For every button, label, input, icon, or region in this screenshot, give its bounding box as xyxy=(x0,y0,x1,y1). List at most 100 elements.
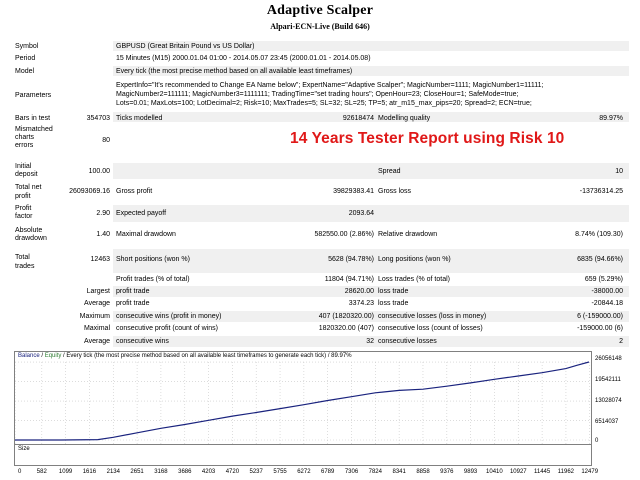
long-pos-value: 6835 (94.66%) xyxy=(577,256,623,263)
largest-profit-label: profit trade xyxy=(116,288,150,295)
average-profit-value: 3374.23 xyxy=(348,300,374,307)
x-tick-label: 5237 xyxy=(249,469,263,475)
row-shade xyxy=(113,311,629,322)
average-loss-value: -20844.18 xyxy=(591,300,623,307)
rel-drawdown-label: Relative drawdown xyxy=(378,231,438,238)
short-pos-value: 5628 (94.78%) xyxy=(328,256,374,263)
x-tick-label: 4203 xyxy=(201,469,216,475)
x-tick-label: 7824 xyxy=(368,469,382,475)
x-tick-label: 11962 xyxy=(557,469,575,475)
bars-label: Bars in test xyxy=(15,115,51,122)
long-pos-label: Long positions (won %) xyxy=(378,256,451,263)
mismatched-label-3: errors xyxy=(15,142,34,149)
largest-profit-value: 28620.00 xyxy=(344,288,374,295)
largest-loss-label: loss trade xyxy=(378,288,409,295)
gross-loss-value: -13736314.25 xyxy=(579,188,623,195)
y-tick-label: 0 xyxy=(595,438,599,444)
profit-trades-value: 11804 (94.71%) xyxy=(324,276,374,283)
mismatched-label-1: Mismatched xyxy=(15,126,53,133)
loss-trades-value: 659 (5.29%) xyxy=(584,276,623,283)
deposit-label-2: deposit xyxy=(15,171,38,178)
total-trades-label-2: trades xyxy=(15,263,35,270)
row-shade xyxy=(113,336,629,347)
model-value: Every tick (the most precise method base… xyxy=(116,68,353,75)
legend-sep: / xyxy=(39,353,45,359)
x-tick-label: 7306 xyxy=(344,469,359,475)
avg-consec-wins-value: 32 xyxy=(366,338,374,345)
parameters-label: Parameters xyxy=(15,92,52,99)
balance-chart xyxy=(14,351,592,445)
maximal-profit-value: 1820320.00 (407) xyxy=(318,325,374,332)
max-drawdown-value: 582550.00 (2.86%) xyxy=(314,231,374,238)
model-label: Model xyxy=(15,68,35,75)
net-profit-value: 26093069.16 xyxy=(69,188,110,195)
maximal-loss-value: -159000.00 (6) xyxy=(577,325,623,332)
total-trades-label-1: Total xyxy=(15,254,30,261)
row-shade xyxy=(113,163,629,179)
x-tick-label: 11445 xyxy=(533,469,551,475)
period-label: Period xyxy=(15,55,36,62)
net-profit-label-1: Total net xyxy=(15,184,42,191)
avg-consec-label: Average xyxy=(84,338,110,345)
quality-value: 89.97% xyxy=(599,115,623,122)
avg-consec-losses-label: consecutive losses xyxy=(378,338,437,345)
x-tick-label: 2651 xyxy=(130,469,144,475)
x-tick-label: 10927 xyxy=(509,469,527,475)
x-tick-label: 5755 xyxy=(273,469,287,475)
bars-value: 354703 xyxy=(86,115,110,122)
y-tick-label: 19542111 xyxy=(595,377,621,383)
rel-drawdown-value: 8.74% (109.30) xyxy=(575,231,623,238)
row-shade xyxy=(113,66,629,76)
report-title: Adaptive Scalper xyxy=(266,3,374,18)
legend-rest: / Every tick (the most precise method ba… xyxy=(61,353,352,359)
mismatched-value: 80 xyxy=(102,137,110,144)
quality-label: Modelling quality xyxy=(378,115,431,122)
balance-chart-plot xyxy=(15,361,591,444)
size-panel xyxy=(14,445,592,466)
parameters-line: MagicNumber2=111111; MagicNumber3=111111… xyxy=(116,91,519,98)
x-tick-label: 6272 xyxy=(297,469,311,475)
x-tick-label: 3168 xyxy=(154,469,168,475)
profit-factor-label-1: Profit xyxy=(15,205,32,212)
maximum-wins-label: consecutive wins (profit in money) xyxy=(116,313,222,320)
profit-factor-label-2: factor xyxy=(15,213,33,220)
size-label: Size xyxy=(18,446,30,452)
symbol-label: Symbol xyxy=(15,43,39,50)
gross-profit-value: 39829383.41 xyxy=(333,188,374,195)
gross-profit-label: Gross profit xyxy=(116,188,153,195)
row-shade xyxy=(113,41,629,51)
x-tick-label: 1099 xyxy=(58,469,73,475)
expected-payoff-label: Expected payoff xyxy=(116,210,167,217)
symbol-value: GBPUSD (Great Britain Pound vs US Dollar… xyxy=(116,43,255,50)
x-tick-label: 8341 xyxy=(392,469,406,475)
legend-balance: Balance xyxy=(18,353,40,359)
maximal-label: Maximal xyxy=(83,325,110,332)
avg-consec-wins-label: consecutive wins xyxy=(116,338,169,345)
x-tick-label: 6789 xyxy=(321,469,335,475)
abs-drawdown-value: 1.40 xyxy=(96,231,110,238)
profit-trades-label: Profit trades (% of total) xyxy=(116,276,190,283)
x-tick-label: 582 xyxy=(36,469,47,475)
mismatched-label-2: charts xyxy=(15,134,35,141)
total-trades-value: 12463 xyxy=(90,256,110,263)
largest-label: Largest xyxy=(86,288,110,295)
loss-trades-label: Loss trades (% of total) xyxy=(378,276,450,283)
abs-drawdown-label-2: drawdown xyxy=(15,235,47,242)
row-shade xyxy=(113,112,629,122)
net-profit-label-2: profit xyxy=(15,193,31,200)
ticks-value: 92618474 xyxy=(342,115,374,122)
parameters-line: ExpertInfo="It's recommended to Change E… xyxy=(116,82,544,89)
spread-label: Spread xyxy=(378,168,401,175)
deposit-value: 100.00 xyxy=(88,168,110,175)
average-label: Average xyxy=(84,300,110,307)
period-value: 15 Minutes (M15) 2000.01.04 01:00 - 2014… xyxy=(116,55,371,62)
deposit-label-1: Initial xyxy=(15,163,32,170)
legend-equity: Equity xyxy=(44,353,62,359)
short-pos-label: Short positions (won %) xyxy=(116,256,190,263)
x-tick-label: 9376 xyxy=(440,469,454,475)
average-profit-label: profit trade xyxy=(116,300,150,307)
avg-consec-losses-value: 2 xyxy=(619,338,623,345)
maximal-profit-label: consecutive profit (count of wins) xyxy=(116,325,218,332)
y-tick-label: 13028074 xyxy=(595,398,622,404)
maximum-losses-label: consecutive losses (loss in money) xyxy=(378,313,487,320)
